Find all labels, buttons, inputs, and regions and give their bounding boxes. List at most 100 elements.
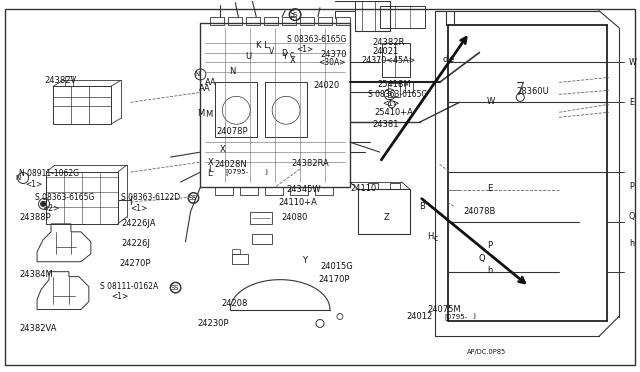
Text: M: M (205, 110, 212, 119)
Bar (318, 17, 332, 25)
Text: Z: Z (384, 213, 390, 222)
Text: 24075M: 24075M (427, 305, 461, 314)
Bar (246, 17, 260, 25)
Text: X: X (220, 145, 225, 154)
Text: S: S (170, 285, 175, 291)
Text: E: E (487, 185, 492, 193)
Text: 24110+A: 24110+A (278, 198, 317, 207)
Text: [0795-: [0795- (226, 169, 249, 175)
Text: 24020: 24020 (314, 81, 340, 90)
Text: 24226JA: 24226JA (121, 219, 156, 228)
Text: V: V (269, 47, 275, 56)
Text: 24382RA: 24382RA (291, 158, 329, 167)
Bar (228, 17, 243, 25)
Bar (232, 249, 240, 254)
Text: H: H (427, 231, 433, 241)
Text: 24388P: 24388P (19, 213, 51, 222)
Text: W: W (629, 58, 637, 67)
Text: P: P (487, 241, 492, 250)
Text: Q: Q (478, 254, 484, 263)
Text: 24012: 24012 (406, 312, 433, 321)
Text: Q: Q (629, 212, 636, 221)
Bar (368, 183, 378, 189)
Bar (46, 172, 118, 224)
Text: N 08911-1062G: N 08911-1062G (19, 169, 79, 177)
Bar (315, 187, 333, 195)
Text: S 08363-6165G: S 08363-6165G (368, 90, 427, 99)
Bar (300, 17, 314, 25)
Text: <30A>: <30A> (319, 58, 346, 67)
Text: E: E (629, 98, 634, 107)
Text: 24208: 24208 (221, 299, 248, 308)
Bar (216, 82, 257, 137)
Text: S: S (42, 201, 46, 207)
Text: 25418M: 25418M (378, 80, 411, 89)
Text: U: U (244, 52, 251, 61)
Text: <1>: <1> (26, 180, 43, 189)
Bar (240, 187, 258, 195)
Text: 24370: 24370 (320, 50, 346, 59)
Bar (53, 86, 111, 124)
Text: L: L (209, 165, 213, 174)
Text: 28360U: 28360U (516, 87, 549, 96)
Text: N: N (195, 71, 200, 77)
Text: 24382R: 24382R (372, 38, 404, 47)
Text: D: D (282, 49, 287, 58)
Bar (264, 17, 278, 25)
Text: <1>: <1> (383, 99, 400, 108)
Text: <1>: <1> (111, 292, 128, 301)
Bar (252, 234, 272, 244)
Text: B: B (419, 202, 425, 211)
Bar (404, 82, 413, 92)
Text: 24080: 24080 (282, 213, 308, 222)
Text: S 08363-6165G: S 08363-6165G (35, 193, 94, 202)
Bar (250, 212, 272, 224)
Text: L: L (207, 169, 212, 177)
Bar (380, 6, 424, 28)
Text: S: S (191, 195, 196, 201)
Text: 24028N: 24028N (215, 160, 248, 169)
Text: c: c (289, 50, 294, 59)
Text: N: N (230, 67, 236, 76)
Text: 24382VA: 24382VA (19, 324, 56, 333)
Text: S: S (173, 285, 178, 291)
Text: h: h (629, 239, 634, 248)
Bar (358, 189, 410, 234)
Bar (390, 183, 400, 189)
Text: 24078B: 24078B (463, 207, 496, 216)
Text: c: c (433, 234, 438, 243)
Text: M: M (198, 109, 205, 118)
Text: 24110: 24110 (351, 185, 377, 193)
Text: S: S (188, 195, 193, 201)
Text: Y: Y (282, 52, 287, 61)
Bar (200, 23, 350, 187)
Text: K L: K L (256, 41, 269, 51)
Text: AA: AA (199, 84, 211, 93)
Text: P: P (629, 183, 634, 192)
Text: 24015G: 24015G (320, 262, 353, 271)
Text: W: W (487, 97, 495, 106)
Text: AA: AA (205, 78, 217, 87)
Bar (388, 83, 400, 97)
Bar (216, 187, 234, 195)
Text: S: S (388, 92, 392, 97)
Bar (265, 82, 307, 137)
Text: S 08363-6122D: S 08363-6122D (121, 193, 180, 202)
Text: <1>: <1> (130, 204, 147, 213)
Text: 24226J: 24226J (121, 239, 150, 248)
Text: 24345W: 24345W (287, 185, 321, 194)
Text: 24078P: 24078P (217, 126, 248, 136)
Text: X: X (207, 158, 213, 167)
Circle shape (40, 202, 45, 206)
Text: S: S (290, 10, 294, 19)
Bar (282, 17, 296, 25)
Text: <1>: <1> (296, 45, 313, 54)
Text: J: J (473, 314, 475, 320)
Text: S 08111-0162A: S 08111-0162A (100, 282, 158, 291)
Text: 24230P: 24230P (198, 320, 229, 328)
Text: h: h (487, 266, 492, 275)
Bar (290, 187, 308, 195)
Text: 24370<45A>: 24370<45A> (362, 56, 416, 65)
Bar (232, 254, 248, 264)
Text: J: J (266, 169, 268, 175)
